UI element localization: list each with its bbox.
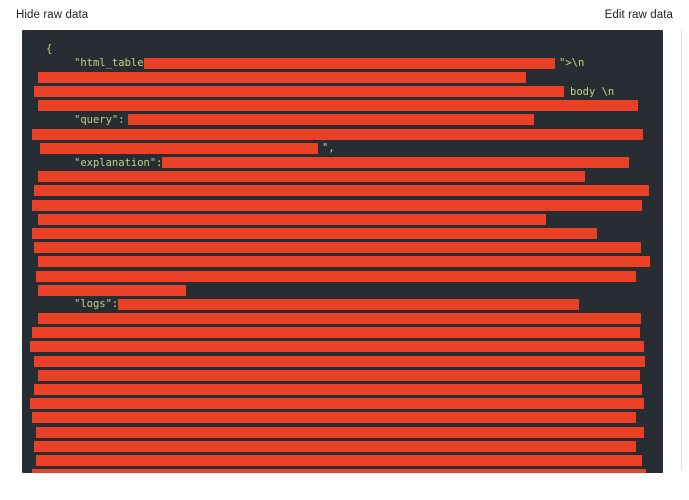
redaction-bar xyxy=(32,199,642,211)
code-line xyxy=(22,99,663,113)
redaction-bar xyxy=(38,171,585,183)
redaction-bar xyxy=(34,185,649,197)
code-line xyxy=(22,212,663,226)
code-line xyxy=(22,411,663,425)
code-line xyxy=(22,397,663,411)
code-line xyxy=(22,241,663,255)
redaction-bar xyxy=(32,412,636,424)
code-line xyxy=(22,439,663,453)
code-line xyxy=(22,226,663,240)
code-line xyxy=(22,255,663,269)
redaction-bar xyxy=(34,355,645,367)
redaction-bar xyxy=(36,270,636,282)
code-token-tail: ">\n xyxy=(559,57,585,70)
redaction-bar xyxy=(38,369,640,381)
code-line: { xyxy=(22,42,663,56)
redaction-bar xyxy=(38,100,638,112)
code-line: "query": " xyxy=(22,113,663,127)
redaction-bar xyxy=(34,440,636,452)
code-token: "explanation": " \ xyxy=(74,156,188,169)
code-line xyxy=(22,368,663,382)
redaction-bar xyxy=(32,327,640,339)
code-line xyxy=(22,425,663,439)
code-line xyxy=(22,269,663,283)
code-line xyxy=(22,198,663,212)
code-token-tail: body \n xyxy=(570,85,615,98)
code-line xyxy=(22,453,663,467)
code-line: ", xyxy=(22,141,663,155)
page-scrollbar[interactable] xyxy=(681,30,689,470)
redaction-bar xyxy=(34,242,641,254)
redaction-bar xyxy=(38,213,546,225)
redaction-bar xyxy=(38,284,186,296)
code-line xyxy=(22,326,663,340)
code-line xyxy=(22,70,663,84)
redaction-bar xyxy=(38,71,526,83)
redaction-bar xyxy=(162,157,629,168)
code-line xyxy=(22,127,663,141)
redaction-bar xyxy=(38,313,641,325)
redaction-bar xyxy=(128,114,534,126)
redaction-bar xyxy=(40,142,318,154)
hide-raw-data-link[interactable]: Hide raw data xyxy=(16,9,89,21)
redaction-bar xyxy=(36,426,644,438)
redaction-bar xyxy=(32,227,597,239)
code-line: "html_table": " ">\n xyxy=(22,56,663,70)
code-line xyxy=(22,354,663,368)
code-token: "html_table": " xyxy=(74,57,169,70)
code-line xyxy=(22,170,663,184)
code-line xyxy=(22,283,663,297)
redaction-bar xyxy=(38,256,650,268)
redaction-bar xyxy=(30,341,644,353)
code-line: body \n xyxy=(22,85,663,99)
raw-data-code-panel[interactable]: { "html_table": " ">\n body \n "query": " ", "… xyxy=(22,30,663,473)
code-token: "query": " xyxy=(74,113,138,126)
redaction-bar xyxy=(34,86,564,98)
redaction-bar xyxy=(34,384,642,395)
raw-json-content: { "html_table": " ">\n body \n "query": " ", "… xyxy=(22,30,663,473)
edit-raw-data-link[interactable]: Edit raw data xyxy=(604,9,673,21)
code-line xyxy=(22,340,663,354)
code-line xyxy=(22,468,663,473)
code-line xyxy=(22,312,663,326)
redaction-bar xyxy=(144,57,555,69)
redaction-bar xyxy=(36,454,642,466)
code-line xyxy=(22,184,663,198)
raw-data-toolbar: Hide raw data Edit raw data xyxy=(0,0,689,30)
redaction-bar xyxy=(118,298,579,310)
code-token: { xyxy=(46,43,53,55)
code-token-tail: ", xyxy=(322,142,335,155)
code-line: "explanation": " \ xyxy=(22,156,663,170)
redaction-bar xyxy=(30,398,644,410)
code-line xyxy=(22,383,663,397)
redaction-bar xyxy=(32,469,646,473)
code-line: "logs": " xyxy=(22,297,663,311)
redaction-bar xyxy=(32,128,643,140)
code-token: "logs": " xyxy=(74,298,131,311)
